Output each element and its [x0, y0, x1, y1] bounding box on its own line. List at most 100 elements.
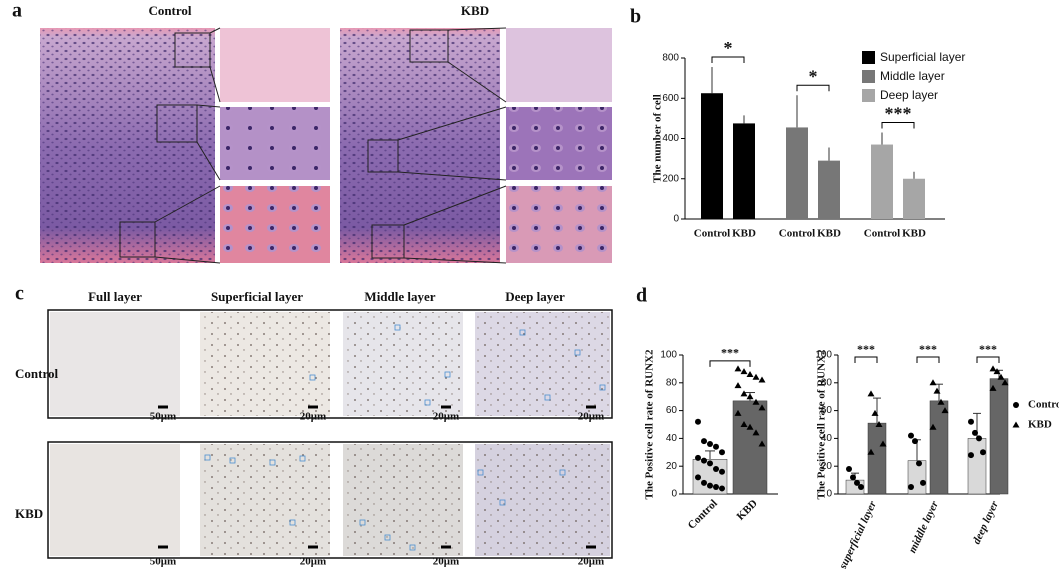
- x-tick-label: KBD: [735, 497, 760, 522]
- data-point: [746, 423, 754, 430]
- significance-bracket: [881, 121, 915, 129]
- significance-bracket: [796, 84, 830, 92]
- column-header: Middle layer: [364, 289, 435, 304]
- bar: [903, 178, 925, 219]
- panel-label: d: [636, 285, 647, 307]
- y-axis-label: The number of cell: [652, 94, 664, 183]
- data-point: [707, 482, 713, 489]
- data-point: [752, 373, 760, 380]
- column-header: Control: [148, 3, 191, 18]
- data-point: [937, 398, 945, 405]
- data-point: [713, 484, 719, 491]
- column-header: Superficial layer: [211, 289, 303, 304]
- data-point: [976, 435, 982, 442]
- panel-c-images: [47, 309, 613, 559]
- x-tick-label: superficial layer: [837, 499, 880, 569]
- data-point: [968, 452, 974, 459]
- bar: [786, 127, 808, 219]
- data-point: [734, 409, 742, 416]
- data-point: [920, 479, 926, 486]
- bar: [989, 378, 1009, 495]
- data-point: [695, 454, 701, 461]
- data-point: [875, 421, 883, 427]
- bar: [871, 144, 893, 219]
- data-point: [758, 440, 766, 447]
- data-point: [997, 373, 1005, 380]
- bar: [701, 93, 723, 219]
- significance-bracket: [916, 356, 940, 363]
- scale-bar-label: 50μm: [150, 556, 176, 568]
- scale-bar-label: 20μm: [300, 556, 326, 568]
- y-tick-label: 80: [666, 377, 678, 388]
- data-point: [734, 365, 742, 372]
- data-point: [916, 460, 922, 467]
- row-label: KBD: [15, 506, 43, 521]
- x-tick-label: Control: [779, 228, 815, 240]
- scale-bar-label: 20μm: [578, 556, 604, 568]
- data-point: [746, 393, 754, 400]
- data-point: [912, 438, 918, 445]
- significance-bracket: [854, 356, 878, 363]
- bar: [732, 400, 768, 495]
- x-tick-label: Control: [864, 228, 900, 240]
- data-point: [701, 457, 707, 464]
- data-point: [1012, 421, 1020, 428]
- data-point: [941, 407, 949, 414]
- y-tick-label: 100: [660, 350, 677, 361]
- panel-a-images: [40, 27, 612, 264]
- data-point: [719, 468, 725, 475]
- scale-bar-label: 50μm: [150, 411, 176, 423]
- data-point: [734, 382, 742, 389]
- data-point: [1013, 402, 1019, 408]
- legend-swatch: [862, 51, 875, 64]
- legend-label: KBD: [1028, 419, 1052, 431]
- y-tick-label: 80: [821, 377, 833, 388]
- data-point: [719, 449, 725, 456]
- y-tick-label: 40: [666, 433, 678, 444]
- data-point: [695, 418, 701, 425]
- data-point: [1001, 379, 1009, 386]
- data-point: [707, 440, 713, 447]
- x-tick-label: Control: [694, 228, 730, 240]
- data-point: [968, 418, 974, 425]
- y-tick-label: 0: [673, 214, 679, 225]
- legend-label: Deep layer: [880, 88, 938, 102]
- data-point: [740, 421, 748, 427]
- data-point: [846, 465, 852, 472]
- data-point: [740, 368, 748, 375]
- column-header: Full layer: [88, 289, 142, 304]
- data-point: [850, 474, 856, 481]
- significance-bracket: [709, 360, 751, 367]
- data-point: [719, 485, 725, 492]
- x-tick-label: deep layer: [971, 499, 1002, 547]
- significance-bracket: [976, 356, 1000, 363]
- y-tick-label: 400: [662, 133, 679, 144]
- data-point: [993, 368, 1001, 375]
- y-tick-label: 0: [826, 489, 832, 500]
- bar: [818, 160, 840, 219]
- y-axis-label: The Positive cell rate of RUNX2: [816, 349, 828, 499]
- y-tick-label: 20: [666, 461, 678, 472]
- scale-bar-label: 20μm: [433, 556, 459, 568]
- bar: [967, 438, 987, 495]
- data-point: [867, 390, 875, 397]
- significance-label: ***: [919, 342, 937, 356]
- legend-label: Superficial layer: [880, 50, 965, 64]
- y-tick-label: 800: [662, 53, 679, 64]
- data-point: [746, 370, 754, 377]
- legend-swatch: [862, 89, 875, 102]
- bar: [929, 400, 949, 495]
- legend-swatch: [862, 70, 875, 83]
- data-point: [752, 429, 760, 436]
- bar: [867, 422, 887, 495]
- data-point: [758, 404, 766, 411]
- significance-bracket: [711, 56, 745, 64]
- x-tick-label: KBD: [817, 228, 841, 240]
- scale-bar-label: 20μm: [433, 411, 459, 423]
- y-tick-label: 600: [662, 93, 679, 104]
- data-point: [701, 438, 707, 445]
- y-tick-label: 40: [821, 433, 833, 444]
- scale-bar-label: 20μm: [578, 411, 604, 423]
- panel-label: c: [15, 283, 24, 305]
